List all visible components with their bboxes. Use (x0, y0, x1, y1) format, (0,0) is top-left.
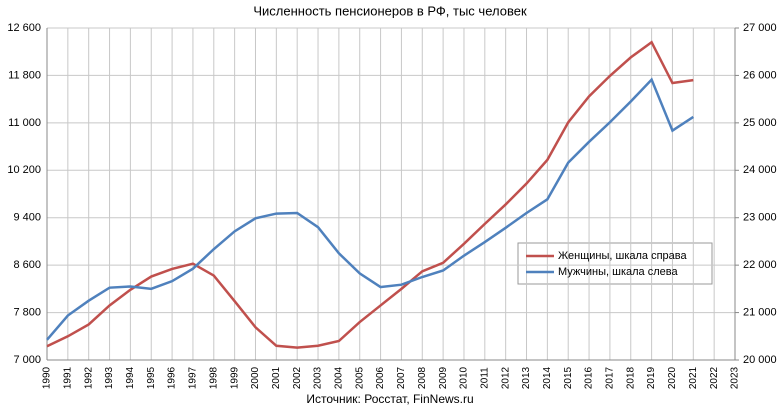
x-tick-label: 2014 (542, 366, 553, 389)
x-tick-label: 2019 (646, 366, 657, 389)
x-tick-label: 2023 (730, 366, 741, 389)
x-tick-label: 2006 (375, 366, 386, 389)
x-tick-label: 2002 (292, 366, 303, 389)
x-tick-label: 2021 (688, 366, 699, 389)
y2-tick-label: 21 000 (743, 306, 777, 318)
y-tick-label: 7 800 (13, 306, 41, 318)
x-tick-label: 2008 (417, 366, 428, 389)
x-tick-label: 2009 (438, 366, 449, 389)
y-tick-label: 12 600 (7, 22, 41, 34)
x-tick-label: 2022 (709, 366, 720, 389)
x-tick-label: 2003 (313, 366, 324, 389)
y-tick-label: 10 200 (7, 164, 41, 176)
source: Источник: Росстат, FinNews.ru (306, 392, 473, 406)
y2-tick-label: 24 000 (743, 164, 777, 176)
y2-tick-label: 22 000 (743, 259, 777, 271)
y2-tick-label: 25 000 (743, 117, 777, 129)
x-tick-label: 1994 (125, 366, 136, 389)
x-tick-label: 2011 (479, 367, 490, 389)
x-tick-label: 1998 (208, 366, 219, 389)
legend-label: Женщины, шкала справа (558, 250, 688, 262)
y-tick-label: 8 600 (13, 259, 41, 271)
y-tick-label: 11 000 (8, 117, 41, 129)
x-tick-label: 2007 (396, 366, 407, 389)
x-tick-label: 2016 (584, 366, 595, 389)
x-tick-label: 1996 (167, 366, 178, 389)
y2-tick-label: 26 000 (743, 69, 777, 81)
x-tick-label: 1997 (188, 366, 199, 389)
x-tick-label: 2012 (500, 366, 511, 389)
x-tick-label: 2015 (563, 366, 574, 389)
x-tick-label: 2004 (334, 366, 345, 389)
legend (517, 242, 713, 285)
x-tick-label: 1999 (229, 366, 240, 389)
x-tick-label: 2001 (271, 366, 282, 389)
x-tick-label: 1990 (42, 366, 53, 389)
x-tick-label: 2005 (354, 366, 365, 389)
x-tick-label: 2010 (459, 366, 470, 389)
x-tick-label: 1993 (104, 366, 115, 389)
legend-label: Мужчины, шкала слева (558, 266, 678, 278)
x-tick-label: 2018 (625, 366, 636, 389)
y2-tick-label: 20 000 (743, 354, 777, 366)
x-tick-label: 1992 (83, 366, 94, 389)
x-tick-label: 1995 (146, 366, 157, 389)
x-tick-label: 2000 (250, 366, 261, 389)
y2-tick-label: 27 000 (743, 22, 777, 34)
x-tick-label: 2017 (605, 366, 616, 389)
series-line (46, 77, 694, 341)
y-tick-label: 9 400 (13, 212, 41, 224)
x-tick-label: 2013 (521, 366, 532, 389)
y-tick-label: 7 000 (13, 354, 41, 366)
chart-title: Численность пенсионеров в РФ, тыс челове… (253, 3, 527, 18)
x-tick-label: 2020 (667, 366, 678, 389)
y-tick-label: 11 800 (8, 69, 41, 81)
x-tick-label: 1991 (62, 366, 73, 389)
series-line (46, 40, 694, 349)
y2-tick-label: 23 000 (743, 212, 777, 224)
